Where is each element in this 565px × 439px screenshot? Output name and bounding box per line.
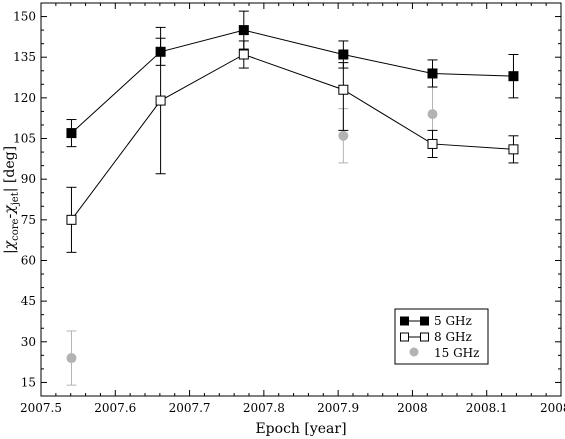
point-15ghz xyxy=(66,353,77,364)
point-8ghz xyxy=(155,95,166,106)
point-15ghz xyxy=(427,109,438,120)
legend-5ghz-marker-right xyxy=(420,316,429,326)
y-tick-label: 75 xyxy=(21,213,36,227)
x-tick-label: 2007.5 xyxy=(20,401,62,415)
axis-ticks: 2007.5 2007.6 2007.7 2007.8 2007.9 2008 2008.1… xyxy=(13,2,565,415)
legend-8ghz-marker-right xyxy=(420,332,429,342)
legend-8ghz-label: 8 GHz xyxy=(434,330,472,344)
y-tick-label: 15 xyxy=(21,375,36,389)
point-5ghz xyxy=(238,25,249,36)
series-layer xyxy=(66,10,519,386)
x-tick-label: 2007.9 xyxy=(317,401,359,415)
legend-entry-15ghz: 15 GHz xyxy=(409,346,479,360)
plot-frame xyxy=(40,2,562,397)
y-label-bar-close-unit: | [deg] xyxy=(2,146,18,192)
series-line-5ghz xyxy=(71,29,514,134)
series-line-8ghz xyxy=(71,53,514,221)
y-tick-label: 135 xyxy=(13,50,36,64)
legend-entry-5ghz: 5 GHz xyxy=(400,314,472,328)
x-tick-label: 2008.2 xyxy=(540,401,565,415)
point-8ghz xyxy=(338,84,349,95)
legend-5ghz-label: 5 GHz xyxy=(434,314,472,328)
x-tick-label: 2007.8 xyxy=(243,401,285,415)
point-5ghz xyxy=(338,49,349,60)
y-tick-label: 120 xyxy=(13,91,36,105)
y-tick-label: 105 xyxy=(13,132,36,146)
y-tick-label: 30 xyxy=(21,335,36,349)
y-label-minus: - xyxy=(2,214,18,219)
legend-8ghz-marker-left xyxy=(400,332,409,342)
legend-entry-8ghz: 8 GHz xyxy=(400,330,472,344)
series-8ghz xyxy=(66,37,519,253)
point-8ghz xyxy=(427,138,438,149)
x-tick-label: 2008 xyxy=(397,401,428,415)
y-label-sub-jet: jet xyxy=(10,192,21,206)
y-axis-label: |χcore-χjet| [deg] xyxy=(2,146,21,254)
x-tick-label: 2008.1 xyxy=(466,401,508,415)
point-5ghz xyxy=(427,68,438,79)
point-8ghz xyxy=(238,49,249,60)
legend-15ghz-label: 15 GHz xyxy=(434,346,479,360)
y-label-chi-jet: χ xyxy=(2,204,18,215)
point-5ghz xyxy=(66,128,77,139)
point-8ghz xyxy=(66,214,77,225)
legend: 5 GHz 8 GHz 15 GHz xyxy=(394,308,489,365)
x-tick-label: 2007.6 xyxy=(94,401,136,415)
y-tick-label: 150 xyxy=(13,10,36,24)
point-8ghz xyxy=(508,144,519,155)
series-15ghz xyxy=(66,86,438,386)
y-tick-label: 60 xyxy=(21,253,36,267)
y-tick-label: 90 xyxy=(21,172,36,186)
y-tick-label: 45 xyxy=(21,294,36,308)
legend-5ghz-marker-left xyxy=(400,316,409,326)
legend-15ghz-marker xyxy=(409,347,419,357)
x-axis-label: Epoch [year] xyxy=(255,421,346,437)
point-5ghz xyxy=(155,46,166,57)
y-label-sub-core: core xyxy=(10,218,21,240)
point-5ghz xyxy=(508,71,519,82)
y-label-bar-open: | xyxy=(2,249,18,254)
x-tick-label: 2007.7 xyxy=(169,401,211,415)
series-5ghz xyxy=(66,10,519,148)
y-label-chi-core: χ xyxy=(2,239,18,250)
point-15ghz xyxy=(338,130,349,141)
